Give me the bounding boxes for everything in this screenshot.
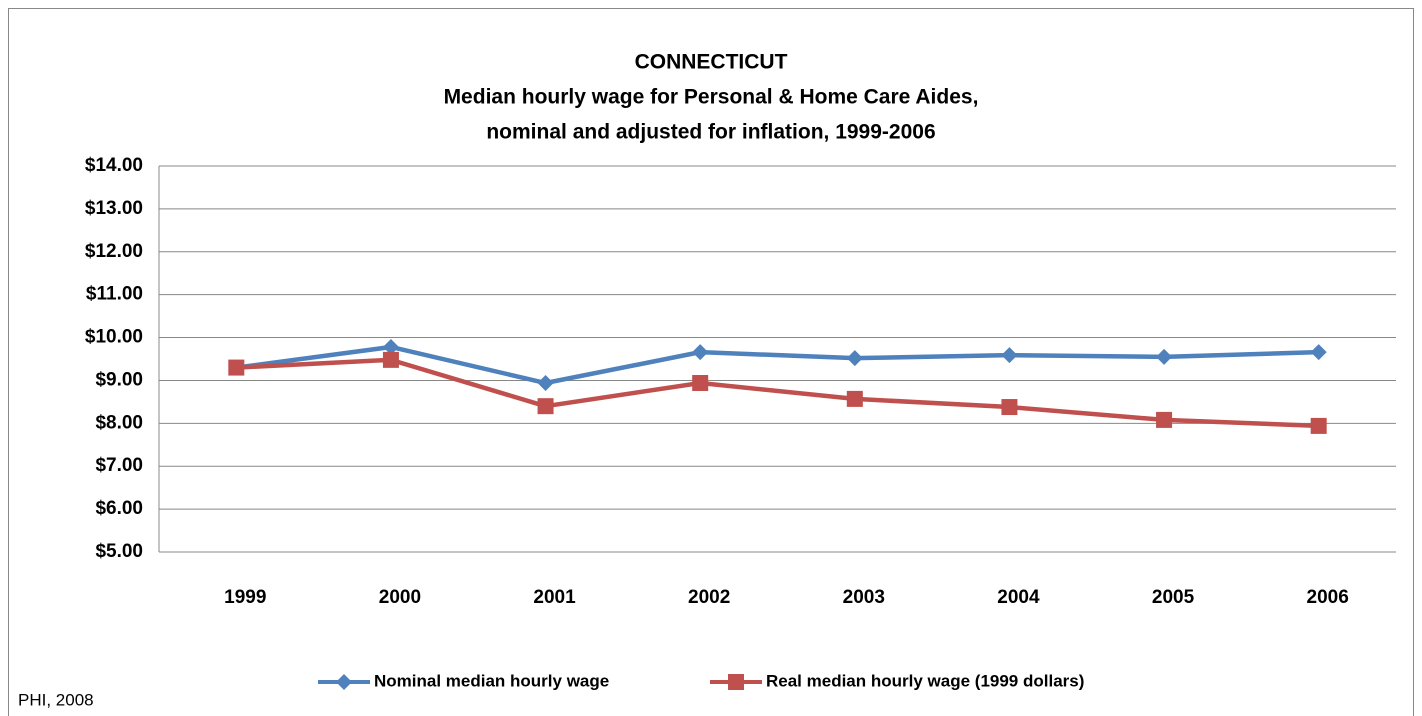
point bbox=[692, 375, 709, 392]
x-tick-label: 2001 bbox=[533, 587, 576, 608]
point bbox=[692, 344, 709, 361]
legend-marker bbox=[728, 674, 744, 690]
x-tick-label: 2004 bbox=[997, 587, 1040, 608]
x-tick-label: 2005 bbox=[1152, 587, 1195, 608]
point bbox=[1156, 348, 1173, 365]
point bbox=[1156, 411, 1173, 428]
chart-title: CONNECTICUT bbox=[635, 51, 788, 74]
x-tick-label: 2003 bbox=[843, 587, 885, 608]
y-tick-label: $14.00 bbox=[85, 155, 143, 176]
x-tick-label: 2006 bbox=[1307, 587, 1349, 608]
y-tick-label: $12.00 bbox=[85, 241, 143, 262]
y-tick-label: $6.00 bbox=[95, 498, 143, 519]
y-tick-label: $8.00 bbox=[95, 412, 143, 433]
y-tick-label: $13.00 bbox=[85, 198, 143, 219]
x-tick-label: 2000 bbox=[379, 587, 421, 608]
chart-title: nominal and adjusted for inflation, 1999… bbox=[486, 121, 935, 144]
point bbox=[1310, 417, 1327, 434]
series-line bbox=[236, 344, 1319, 386]
y-tick-label: $9.00 bbox=[95, 369, 143, 390]
point bbox=[382, 338, 399, 355]
source-note: PHI, 2008 bbox=[18, 690, 94, 709]
point bbox=[537, 398, 554, 415]
y-tick-label: $11.00 bbox=[86, 284, 143, 305]
legend-label: Real median hourly wage (1999 dollars) bbox=[766, 671, 1084, 690]
point bbox=[846, 390, 863, 407]
x-tick-label: 2002 bbox=[688, 587, 730, 608]
point bbox=[1001, 399, 1018, 416]
chart-title: Median hourly wage for Personal & Home C… bbox=[444, 86, 979, 109]
point bbox=[846, 350, 863, 367]
point bbox=[228, 359, 245, 376]
point bbox=[382, 351, 399, 368]
x-tick-label: 1999 bbox=[224, 587, 266, 608]
y-tick-label: $10.00 bbox=[85, 327, 143, 348]
y-tick-label: $5.00 bbox=[95, 541, 143, 562]
legend-marker bbox=[336, 674, 352, 690]
chart-border bbox=[8, 8, 1414, 716]
y-tick-label: $7.00 bbox=[95, 455, 143, 476]
point bbox=[1310, 344, 1327, 361]
point bbox=[537, 375, 554, 392]
legend-label: Nominal median hourly wage bbox=[374, 671, 609, 690]
point bbox=[1001, 347, 1018, 364]
series-line bbox=[236, 357, 1319, 429]
